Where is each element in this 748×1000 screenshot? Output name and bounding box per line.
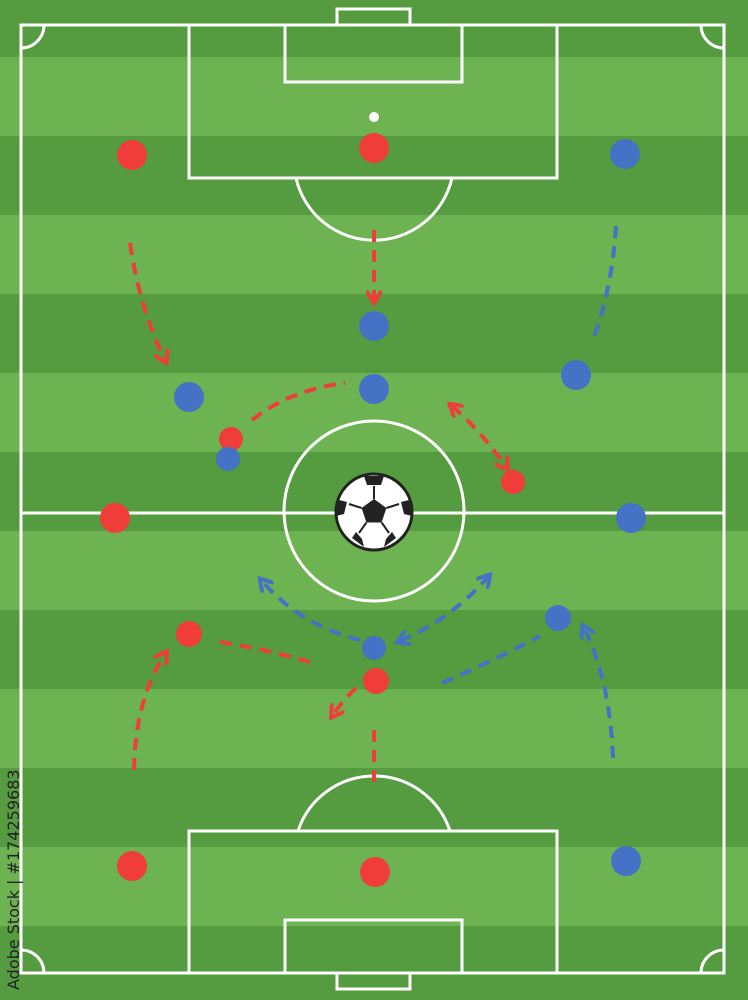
top-penalty-spot	[369, 112, 379, 122]
blue-player	[610, 139, 640, 169]
movement-arrows	[128, 225, 618, 785]
watermark: Adobe Stock | #174259683	[4, 769, 23, 990]
movement-arrow	[590, 225, 618, 343]
movement-arrow	[584, 628, 615, 759]
blue-player	[561, 360, 591, 390]
red-player	[117, 140, 147, 170]
movement-arrow	[333, 686, 358, 715]
red-player	[117, 851, 147, 881]
red-player	[363, 668, 389, 694]
players	[100, 133, 646, 887]
blue-player	[545, 605, 571, 631]
movement-arrow	[262, 581, 361, 642]
movement-arrow	[452, 406, 506, 467]
top-goal-area	[283, 23, 464, 84]
movement-arrow	[250, 381, 346, 422]
blue-player	[362, 636, 386, 660]
movement-arrow	[128, 242, 165, 360]
movement-arrow	[132, 654, 165, 771]
corner-arc	[20, 24, 46, 50]
blue-player	[359, 311, 389, 341]
movement-arrow	[441, 634, 541, 685]
red-player	[360, 857, 390, 887]
movement-arrow	[400, 577, 488, 641]
blue-player	[174, 382, 204, 412]
red-player	[501, 470, 525, 494]
red-player	[219, 427, 243, 451]
corner-arc	[20, 948, 46, 974]
soccer-ball-icon	[334, 472, 414, 552]
corner-arc	[699, 24, 725, 50]
blue-player	[616, 503, 646, 533]
blue-player	[216, 447, 240, 471]
center-circle	[282, 419, 466, 603]
red-player	[176, 621, 202, 647]
blue-player	[611, 846, 641, 876]
movement-arrow	[219, 640, 314, 665]
blue-player	[359, 374, 389, 404]
red-player	[100, 503, 130, 533]
red-player	[359, 133, 389, 163]
corner-arc	[699, 948, 725, 974]
bottom-goal-area	[283, 918, 464, 975]
